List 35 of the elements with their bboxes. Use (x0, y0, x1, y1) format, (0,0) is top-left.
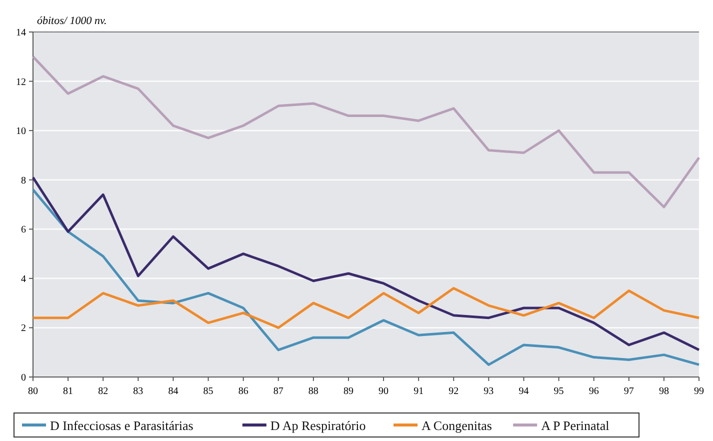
x-tick-label: 94 (518, 386, 529, 397)
x-tick-label: 80 (28, 386, 38, 397)
y-tick-label: 12 (16, 76, 26, 88)
y-tick-label: 8 (21, 175, 26, 186)
legend-label: A Congenitas (422, 418, 492, 433)
y-tick-label: 10 (16, 126, 26, 138)
y-tick-label: 14 (16, 28, 26, 38)
x-tick-label: 82 (98, 386, 108, 397)
x-tick-label: 93 (484, 386, 494, 397)
y-axis-title: óbitos/ 1000 nv. (37, 15, 107, 27)
x-tick-label: 91 (414, 386, 424, 397)
legend-label: A P Perinatal (541, 418, 610, 433)
x-tick-label: 98 (658, 386, 669, 397)
x-tick-label: 99 (694, 386, 704, 397)
y-tick-label: 0 (21, 372, 26, 384)
legend-label: D Infecciosas e Parasitárias (50, 418, 194, 433)
x-tick-label: 87 (273, 386, 284, 397)
x-tick-label: 86 (238, 386, 248, 397)
x-tick-label: 92 (448, 386, 459, 397)
legend-label: D Ap Respiratório (270, 418, 366, 433)
x-tick-label: 97 (624, 386, 634, 397)
y-tick-label: 4 (21, 274, 26, 285)
x-tick-label: 88 (308, 386, 318, 397)
x-tick-label: 89 (343, 386, 354, 397)
x-tick-label: 90 (378, 386, 389, 397)
x-tick-label: 81 (63, 386, 74, 397)
x-tick-label: 96 (588, 386, 599, 397)
y-tick-label: 6 (21, 224, 26, 236)
x-tick-label: 83 (133, 386, 144, 397)
x-tick-label: 84 (168, 386, 178, 397)
y-tick-label: 2 (21, 323, 26, 334)
x-tick-label: 95 (554, 386, 564, 397)
x-tick-label: 85 (203, 386, 214, 397)
line-series (32, 287, 700, 329)
line-series (32, 55, 700, 208)
